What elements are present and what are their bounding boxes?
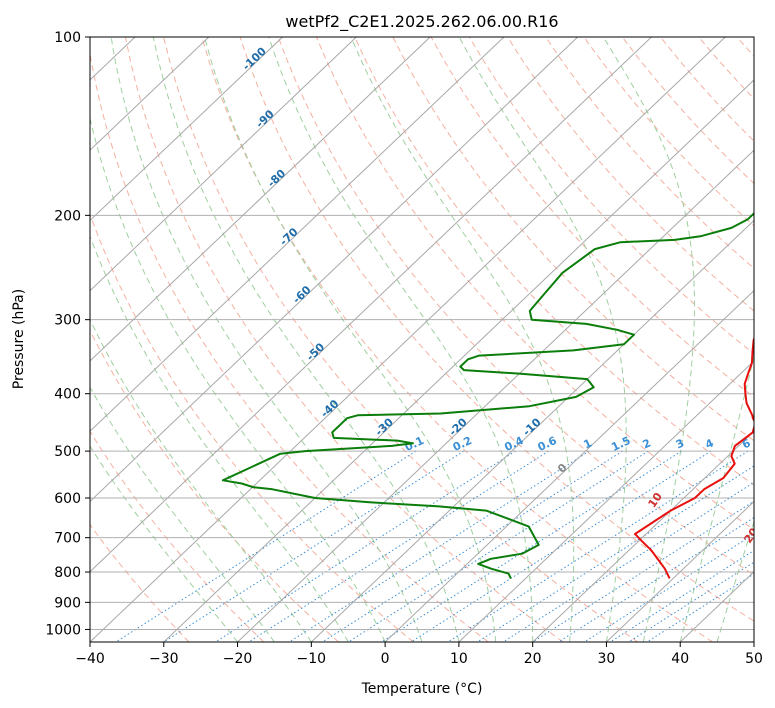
- dry-adiabat-line: [277, 37, 754, 576]
- mixing-ratio-line: [532, 500, 754, 642]
- mixing-ratio-line: [646, 573, 754, 642]
- chart-title: wetPf2_C2E1.2025.262.06.00.R16: [285, 12, 558, 32]
- temperature-profile: [634, 336, 754, 579]
- isotherm-line: [90, 37, 726, 642]
- isotherm-line: [90, 37, 283, 222]
- moist-adiabat-line: [716, 519, 754, 642]
- y-tick-label: 100: [54, 30, 81, 46]
- dry-adiabat-line: [392, 37, 754, 442]
- y-tick-label: 900: [54, 595, 81, 611]
- mixing-ratio-line: [584, 533, 754, 642]
- x-tick-label: 0: [381, 651, 390, 667]
- pressure-gridlines: [90, 37, 754, 630]
- x-tick-label: −40: [75, 651, 105, 667]
- mixing-ratio-line: [215, 450, 516, 642]
- isotherm-line: [237, 149, 754, 642]
- mixing-ratio-line: [288, 450, 590, 642]
- x-tick-label: −20: [223, 651, 253, 667]
- isotherm-line: [384, 289, 754, 642]
- mixing-ratio-line: [248, 450, 549, 642]
- y-axis-title: Pressure (hPa): [11, 289, 27, 389]
- x-tick-label: 50: [745, 651, 763, 667]
- mixing-ratio-line: [502, 481, 754, 642]
- y-axis-ticks: 100 200 300 400 500 600 700 800 900 1000: [45, 30, 90, 638]
- mixing-ratio-line: [347, 450, 649, 642]
- isotherm-line: [90, 37, 431, 362]
- moist-adiabat-line: [458, 37, 627, 642]
- y-tick-label: 500: [54, 444, 81, 460]
- isotherm-line: [532, 430, 754, 642]
- y-tick-label: 200: [54, 208, 81, 224]
- y-tick-label: 300: [54, 313, 81, 329]
- isotherm-line: [606, 500, 754, 642]
- mixing-ratio-line: [447, 450, 749, 642]
- y-tick-label: 600: [54, 491, 81, 507]
- moist-adiabat-line: [90, 386, 275, 642]
- moist-adiabat-line: [90, 234, 349, 642]
- moist-adiabat-line: [204, 37, 497, 642]
- moist-adiabat-line: [350, 37, 575, 642]
- sounding-series: [221, 212, 754, 579]
- isotherm-line: [90, 37, 505, 432]
- dry-adiabat-line: [163, 37, 639, 642]
- x-tick-label: 30: [598, 651, 616, 667]
- moist-adiabat-line: [679, 353, 754, 642]
- y-tick-label: 400: [54, 387, 81, 403]
- dry-adiabat-line: [468, 37, 754, 355]
- x-tick-label: 20: [524, 651, 542, 667]
- dewpoint-profile: [221, 212, 754, 579]
- x-axis-title: Temperature (°C): [361, 681, 483, 697]
- y-tick-label: 1000: [45, 622, 81, 638]
- x-axis-ticks: −40 −30 −20 −10 0 10 20 30 40 50: [75, 642, 763, 667]
- dry-adiabat-line: [90, 50, 489, 642]
- x-tick-label: 40: [671, 651, 689, 667]
- moist-adiabat-line: [268, 37, 534, 642]
- isotherm-line: [90, 37, 652, 573]
- dry-adiabat-line: [430, 37, 754, 398]
- dry-adiabat-line: [124, 37, 564, 642]
- plot-frame: [89, 36, 755, 643]
- mixing-ratio-line: [322, 450, 623, 642]
- isotherm-line: [90, 37, 579, 503]
- x-tick-label: 10: [450, 651, 468, 667]
- mixing-ratio-lines: [115, 450, 754, 642]
- x-tick-label: −10: [297, 651, 327, 667]
- dry-adiabat-line: [354, 37, 754, 486]
- isotherm-line: [90, 37, 210, 151]
- moist-adiabat-line: [90, 116, 386, 642]
- isotherm-line: [90, 37, 357, 292]
- y-tick-label: 700: [54, 531, 81, 547]
- mixing-ratio-line: [381, 450, 682, 642]
- moist-adiabat-line: [110, 37, 423, 642]
- mixing-ratio-line: [115, 450, 417, 642]
- isotherm-lines: [90, 37, 754, 642]
- x-tick-label: −30: [149, 651, 179, 667]
- isotherm-line: [163, 79, 754, 642]
- moist-adiabats: [90, 37, 754, 642]
- y-tick-label: 800: [54, 565, 81, 581]
- dry-adiabat-line: [90, 329, 339, 642]
- mixing-ratio-line: [477, 465, 754, 642]
- dry-adiabat-line: [507, 37, 754, 312]
- moist-adiabat-line: [602, 37, 696, 642]
- mixing-ratio-line: [628, 561, 754, 642]
- isotherm-line: [458, 360, 754, 642]
- mixing-ratio-line: [163, 450, 465, 642]
- mixing-ratio-line: [558, 517, 754, 642]
- moist-adiabat-line: [90, 445, 238, 642]
- plot-area: -100-90-80-70-60-50-40-30 -20 -10 0.1 0.2 0.…: [90, 37, 754, 642]
- mixing-ratio-line: [410, 450, 712, 642]
- mixing-ratio-line: [609, 549, 754, 642]
